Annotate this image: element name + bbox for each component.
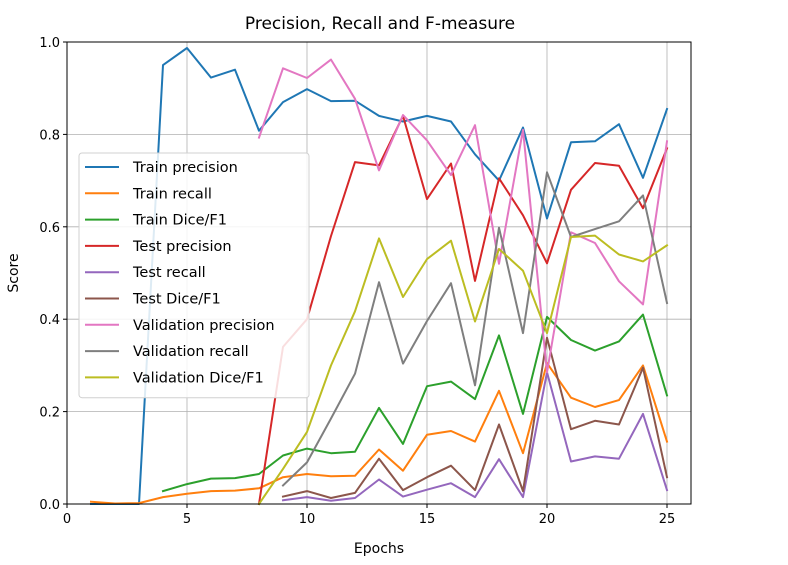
y-tick-label: 1.0: [39, 36, 60, 51]
x-tick-label: 20: [539, 512, 556, 527]
legend-label: Train Dice/F1: [132, 213, 227, 229]
series-line-4: [257, 114, 669, 506]
plot-frame: [66, 41, 692, 505]
x-tick-label: 25: [659, 512, 676, 527]
series-line-7: [257, 58, 669, 374]
y-axis-label: Score: [6, 253, 22, 292]
series-line-5: [281, 371, 669, 502]
legend-label: Test precision: [132, 239, 232, 255]
y-tick-label: 0.6: [39, 221, 60, 236]
legend-label: Test Dice/F1: [132, 292, 221, 308]
y-axis-ticks: 0.0 0.2 0.4 0.6 0.8 1.0: [39, 36, 67, 513]
x-tick-label: 10: [299, 512, 316, 527]
series-line-9: [257, 234, 669, 506]
y-tick-label: 0.4: [39, 313, 60, 328]
legend-label: Train precision: [132, 160, 238, 176]
y-tick-label: 0.0: [39, 498, 60, 513]
series-line-2: [89, 362, 669, 505]
x-tick-label: 15: [419, 512, 436, 527]
x-tick-label: 5: [183, 512, 191, 527]
series-line-1: [90, 47, 669, 505]
legend-label: Train recall: [132, 186, 212, 202]
y-tick-label: 0.2: [39, 406, 60, 421]
series-line-3: [161, 313, 669, 493]
series-line-6: [281, 336, 669, 499]
x-axis-ticks: 0 5 10 15 20 25: [63, 504, 675, 527]
series-line-8: [281, 171, 669, 487]
chart-title: Precision, Recall and F-measure: [245, 14, 515, 34]
legend-label: Validation precision: [133, 318, 275, 334]
legend: Train precision Train recall Train Dice/F1…: [78, 152, 310, 399]
x-axis-label: Epochs: [354, 541, 404, 557]
x-tick-label: 0: [63, 512, 71, 527]
legend-box: [78, 152, 310, 399]
series-lines: [89, 47, 669, 506]
y-tick-label: 0.8: [39, 128, 60, 143]
legend-label: Validation Dice/F1: [133, 370, 264, 386]
legend-label: Test recall: [132, 265, 206, 281]
legend-label: Validation recall: [133, 344, 249, 360]
